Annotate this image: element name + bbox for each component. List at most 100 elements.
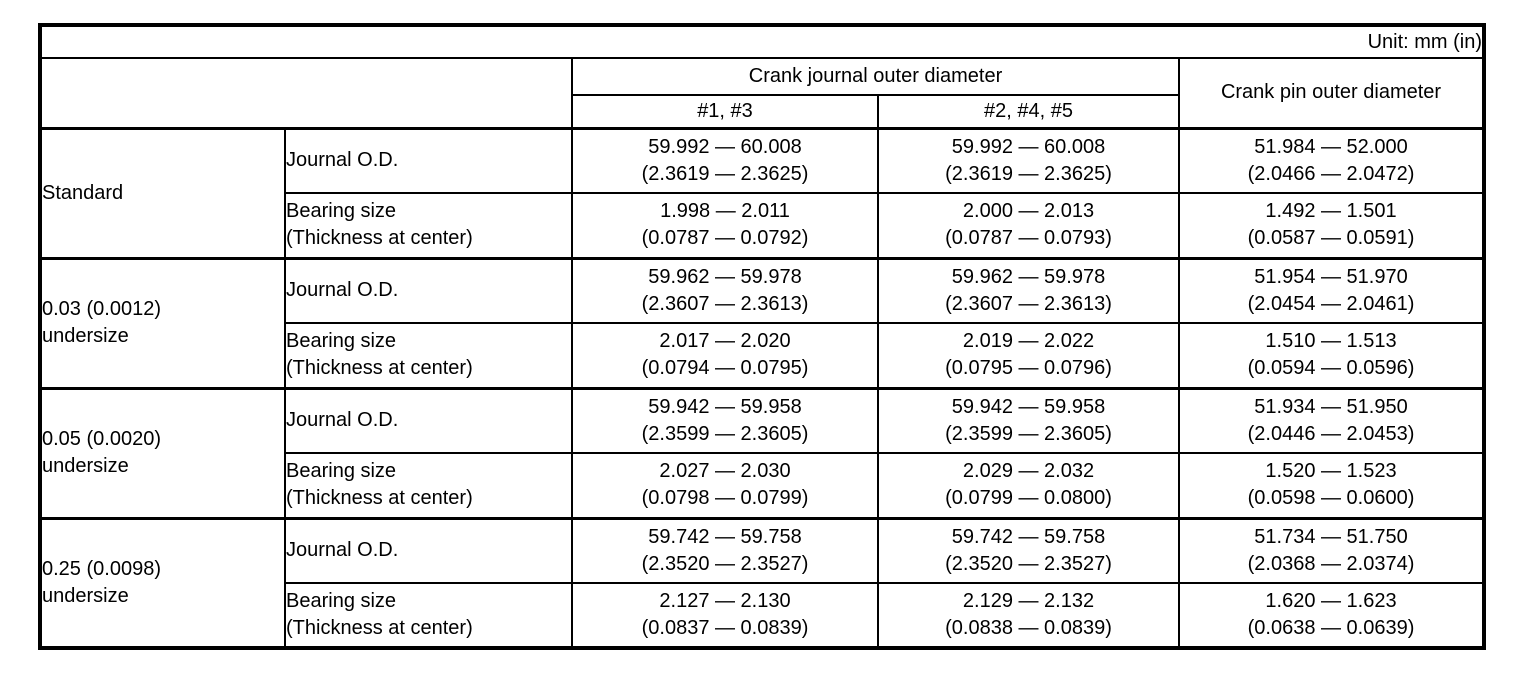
value-in: (0.0795 — 0.0796): [945, 357, 1112, 380]
value-in: (2.3599 — 2.3605): [945, 422, 1112, 445]
cell-005-bearing-j245: 2.029 — 2.032 (0.0799 — 0.0800): [877, 452, 1180, 519]
cell-standard-bearing-pin: 1.492 — 1.501 (0.0587 — 0.0591): [1177, 192, 1486, 259]
value-mm: 2.127 — 2.130: [659, 590, 791, 612]
size-group-label-025-undersize: 0.25 (0.0098) undersize: [39, 516, 286, 649]
value-in: (2.3619 — 2.3625): [641, 162, 809, 185]
cell-005-journal-pin: 51.934 — 51.950 (2.0446 — 2.0453): [1177, 386, 1486, 454]
cell-003-journal-j13: 59.962 — 59.978 (2.3607 — 2.3613): [571, 256, 879, 324]
bearing-label-line1: Bearing size: [286, 590, 397, 612]
value-in: (2.3607 — 2.3613): [945, 292, 1112, 315]
value-in: (2.0454 — 2.0461): [1247, 292, 1415, 315]
value-mm: 1.620 — 1.623: [1265, 590, 1397, 612]
value-mm: 51.934 — 51.950: [1254, 395, 1408, 418]
value-mm: 2.000 — 2.013: [962, 200, 1095, 223]
value-in: (0.0787 — 0.0792): [641, 227, 809, 250]
cell-005-bearing-pin: 1.520 — 1.523 (0.0598 — 0.0600): [1177, 452, 1486, 519]
value-mm: 1.510 — 1.513: [1265, 330, 1397, 353]
cell-003-journal-j245: 59.962 — 59.978 (2.3607 — 2.3613): [877, 256, 1180, 324]
value-mm: 1.492 — 1.501: [1265, 200, 1397, 223]
cell-003-bearing-pin: 1.510 — 1.513 (0.0594 — 0.0596): [1177, 322, 1486, 389]
size-group-label-005-undersize: 0.05 (0.0020) undersize: [39, 386, 286, 519]
size-label-line2: undersize: [42, 325, 129, 347]
cell-standard-bearing-j13: 1.998 — 2.011 (0.0787 — 0.0792): [571, 192, 879, 259]
cell-025-bearing-j245: 2.129 — 2.132 (0.0838 — 0.0839): [877, 582, 1180, 649]
value-in: (2.3520 — 2.3527): [945, 552, 1112, 575]
cell-025-journal-j245: 59.742 — 59.758 (2.3520 — 2.3527): [877, 516, 1180, 584]
value-in: (0.0799 — 0.0800): [945, 487, 1112, 510]
cell-025-bearing-pin: 1.620 — 1.623 (0.0638 — 0.0639): [1177, 582, 1486, 649]
value-in: (2.0466 — 2.0472): [1247, 162, 1415, 185]
value-mm: 2.027 — 2.030: [659, 460, 791, 483]
bearing-label-line1: Bearing size: [286, 460, 397, 483]
cell-005-journal-j245: 59.942 — 59.958 (2.3599 — 2.3605): [877, 386, 1180, 454]
value-in: (2.3619 — 2.3625): [945, 162, 1112, 185]
value-in: (0.0787 — 0.0793): [945, 227, 1112, 250]
value-in: (0.0594 — 0.0596): [1247, 357, 1415, 380]
value-mm: 59.942 — 59.958: [951, 395, 1106, 418]
cell-standard-journal-j13: 59.992 — 60.008 (2.3619 — 2.3625): [571, 126, 879, 194]
value-mm: 59.962 — 59.978: [648, 265, 802, 288]
value-mm: 59.992 — 60.008: [648, 135, 802, 158]
value-mm: 59.942 — 59.958: [648, 395, 802, 418]
cell-standard-journal-pin: 51.984 — 52.000 (2.0466 — 2.0472): [1177, 126, 1486, 194]
value-in: (2.0446 — 2.0453): [1247, 422, 1415, 445]
value-in: (0.0798 — 0.0799): [641, 487, 809, 510]
value-in: (2.0368 — 2.0374): [1247, 552, 1415, 575]
value-in: (0.0837 — 0.0839): [641, 617, 809, 639]
value-mm: 59.742 — 59.758: [648, 525, 802, 548]
value-mm: 51.984 — 52.000: [1254, 135, 1408, 158]
row-label-journal-od: Journal O.D.: [284, 516, 573, 584]
header-journal-1-3: #1, #3: [571, 94, 879, 130]
bearing-label-line2: (Thickness at center): [286, 357, 473, 380]
value-mm: 1.998 — 2.011: [660, 200, 790, 223]
value-mm: 59.742 — 59.758: [951, 525, 1106, 548]
header-crank-journal-outer-diameter: Crank journal outer diameter: [571, 57, 1180, 96]
value-in: (0.0838 — 0.0839): [945, 617, 1112, 639]
value-in: (0.0587 — 0.0591): [1247, 227, 1415, 250]
size-label-line1: 0.05 (0.0020): [42, 428, 161, 450]
cell-003-bearing-j245: 2.019 — 2.022 (0.0795 — 0.0796): [877, 322, 1180, 389]
crankshaft-spec-table: Unit: mm (in) Crank journal outer diamet…: [38, 23, 1487, 650]
cell-025-journal-j13: 59.742 — 59.758 (2.3520 — 2.3527): [571, 516, 879, 584]
value-mm: 2.029 — 2.032: [962, 460, 1095, 483]
row-label-journal-od: Journal O.D.: [284, 256, 573, 324]
value-in: (2.3607 — 2.3613): [641, 292, 809, 315]
unit-label: Unit: mm (in): [38, 24, 1486, 59]
value-mm: 51.954 — 51.970: [1254, 265, 1408, 288]
cell-003-bearing-j13: 2.017 — 2.020 (0.0794 — 0.0795): [571, 322, 879, 389]
cell-003-journal-pin: 51.954 — 51.970 (2.0454 — 2.0461): [1177, 256, 1486, 324]
header-journal-2-4-5: #2, #4, #5: [877, 94, 1180, 130]
row-label-bearing-size: Bearing size (Thickness at center): [284, 192, 573, 259]
bearing-label-line2: (Thickness at center): [286, 227, 473, 250]
value-in: (2.3599 — 2.3605): [641, 422, 809, 445]
row-label-bearing-size: Bearing size (Thickness at center): [284, 582, 573, 649]
cell-standard-bearing-j245: 2.000 — 2.013 (0.0787 — 0.0793): [877, 192, 1180, 259]
cell-025-bearing-j13: 2.127 — 2.130 (0.0837 — 0.0839): [571, 582, 879, 649]
value-mm: 2.129 — 2.132: [962, 590, 1095, 612]
cell-005-journal-j13: 59.942 — 59.958 (2.3599 — 2.3605): [571, 386, 879, 454]
size-label-line1: 0.03 (0.0012): [42, 298, 161, 320]
bearing-label-line2: (Thickness at center): [286, 617, 473, 639]
value-in: (0.0598 — 0.0600): [1247, 487, 1415, 510]
value-in: (0.0794 — 0.0795): [641, 357, 809, 380]
bearing-label-line1: Bearing size: [286, 200, 397, 223]
row-label-journal-od: Journal O.D.: [284, 386, 573, 454]
value-mm: 2.019 — 2.022: [962, 330, 1095, 353]
value-mm: 2.017 — 2.020: [659, 330, 791, 353]
header-empty-cell: [39, 57, 573, 129]
value-mm: 59.962 — 59.978: [951, 265, 1106, 288]
bearing-label-line2: (Thickness at center): [286, 487, 473, 510]
bearing-label-line1: Bearing size: [286, 330, 397, 353]
value-in: (0.0638 — 0.0639): [1247, 617, 1415, 639]
value-mm: 51.734 — 51.750: [1254, 525, 1408, 548]
value-mm: 1.520 — 1.523: [1265, 460, 1397, 483]
size-label-line1: Standard: [42, 181, 124, 204]
cell-005-bearing-j13: 2.027 — 2.030 (0.0798 — 0.0799): [571, 452, 879, 519]
cell-025-journal-pin: 51.734 — 51.750 (2.0368 — 2.0374): [1177, 516, 1486, 584]
row-label-bearing-size: Bearing size (Thickness at center): [284, 322, 573, 389]
cell-standard-journal-j245: 59.992 — 60.008 (2.3619 — 2.3625): [877, 126, 1180, 194]
size-label-line1: 0.25 (0.0098): [42, 557, 161, 580]
row-label-journal-od: Journal O.D.: [284, 126, 573, 194]
size-label-line2: undersize: [42, 584, 129, 607]
